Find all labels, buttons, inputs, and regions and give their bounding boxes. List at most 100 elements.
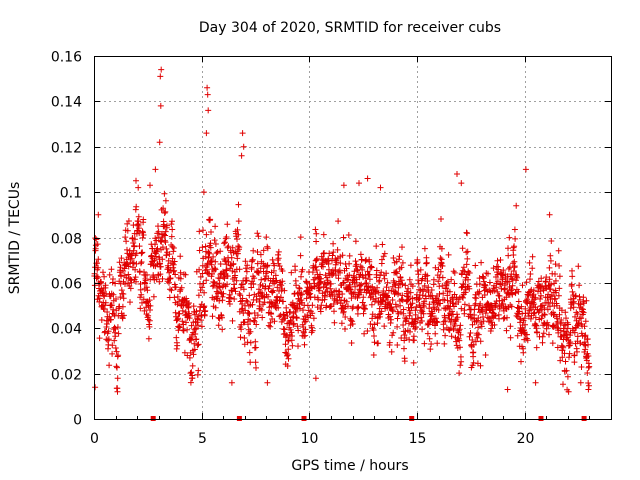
data-point [539, 282, 546, 289]
data-point [556, 262, 563, 269]
data-point [386, 339, 393, 346]
data-point [243, 277, 250, 284]
data-point [254, 260, 261, 267]
data-point [317, 271, 323, 278]
data-point [144, 287, 151, 294]
data-point [479, 308, 486, 315]
data-point [292, 267, 299, 274]
data-point [224, 273, 231, 280]
data-point [242, 258, 249, 265]
data-point [152, 166, 159, 173]
data-point [522, 321, 528, 328]
data-point [160, 205, 167, 212]
data-point [124, 260, 131, 267]
data-point [333, 287, 340, 294]
data-point [509, 291, 516, 298]
data-point [290, 321, 297, 328]
gap-marker [581, 416, 587, 421]
data-point [284, 351, 291, 358]
data-point [312, 375, 319, 382]
data-point [582, 318, 589, 325]
data-point [580, 309, 587, 316]
data-point [329, 252, 336, 259]
data-point [298, 291, 305, 298]
data-point [369, 283, 376, 290]
data-point [428, 341, 435, 347]
data-point [265, 293, 272, 300]
data-point [358, 281, 365, 288]
data-point [300, 307, 306, 314]
data-point [141, 307, 148, 314]
data-point [455, 299, 462, 305]
data-point [234, 226, 241, 233]
data-point [243, 297, 250, 304]
data-point [316, 287, 323, 294]
data-point [246, 349, 253, 356]
data-point [564, 373, 571, 380]
data-point [119, 303, 126, 310]
data-point [580, 306, 586, 313]
data-point [136, 243, 143, 250]
data-point [194, 316, 201, 323]
data-point [313, 267, 320, 274]
data-point [114, 364, 120, 371]
data-point [383, 270, 390, 277]
data-point [406, 276, 413, 283]
data-point [563, 315, 569, 322]
data-point [257, 265, 264, 272]
data-point [161, 237, 168, 244]
data-point [343, 265, 350, 272]
data-point [145, 335, 152, 342]
data-point [147, 182, 153, 189]
data-point [345, 303, 351, 310]
data-point [164, 222, 170, 229]
data-point [544, 306, 551, 313]
data-point [195, 313, 202, 320]
data-point [311, 283, 318, 290]
data-point [295, 327, 302, 334]
data-point [196, 228, 203, 235]
data-point [237, 292, 244, 299]
data-point [420, 288, 427, 295]
data-point [132, 266, 139, 273]
data-point [162, 232, 169, 239]
data-point [133, 177, 139, 184]
data-point [170, 248, 177, 255]
data-point [235, 218, 242, 225]
data-point [429, 310, 436, 317]
data-point [557, 357, 564, 364]
data-point [253, 364, 259, 371]
data-point [146, 323, 153, 330]
data-point [512, 235, 519, 242]
data-point [242, 307, 249, 314]
data-point [205, 107, 212, 114]
data-point [527, 276, 533, 283]
data-point [466, 270, 473, 276]
data-point [212, 223, 219, 230]
data-point [112, 345, 119, 351]
data-point [264, 245, 271, 252]
data-point [570, 298, 577, 305]
data-point [585, 380, 592, 386]
data-point [241, 319, 248, 326]
data-point [220, 290, 227, 297]
data-point [153, 248, 160, 255]
data-point [166, 279, 172, 286]
data-point [448, 333, 455, 340]
data-point [585, 386, 592, 393]
data-point [275, 255, 282, 262]
data-point [366, 258, 373, 265]
data-point [201, 289, 208, 296]
data-point [450, 300, 457, 307]
data-point [501, 286, 508, 293]
data-point [438, 245, 445, 252]
data-point [423, 259, 430, 266]
data-point [207, 216, 214, 223]
data-point [250, 281, 257, 288]
data-point [575, 263, 582, 270]
data-point [328, 280, 334, 287]
data-point [138, 259, 145, 265]
data-point [92, 384, 99, 391]
data-point [275, 248, 282, 255]
data-point [147, 302, 154, 309]
